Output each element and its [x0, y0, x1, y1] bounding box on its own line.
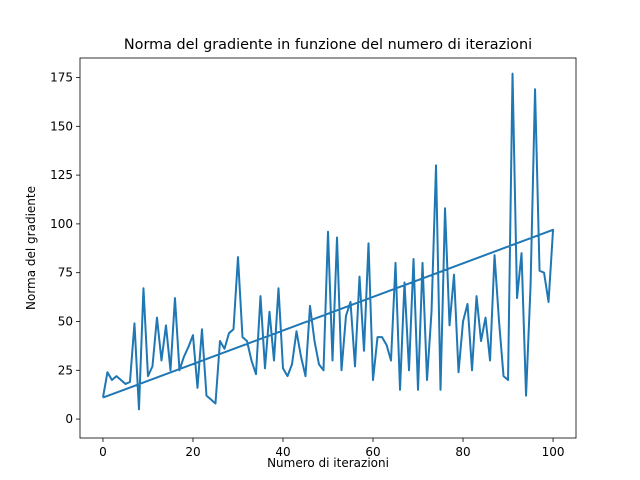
- x-tick-label: 100: [542, 445, 565, 459]
- y-axis-label: Norma del gradiente: [24, 186, 38, 310]
- chart-title: Norma del gradiente in funzione del nume…: [124, 37, 532, 53]
- y-tick-label: 50: [58, 314, 73, 328]
- x-tick-label: 60: [365, 445, 380, 459]
- y-tick-label: 25: [58, 363, 73, 377]
- x-tick-label: 80: [455, 445, 470, 459]
- y-tick-label: 150: [50, 119, 73, 133]
- y-tick-label: 0: [65, 412, 73, 426]
- y-tick-label: 125: [50, 168, 73, 182]
- data-line: [101, 72, 555, 411]
- y-tick-label: 75: [58, 266, 73, 280]
- plot-frame: [79, 57, 577, 439]
- x-tick-label: 40: [275, 445, 290, 459]
- x-axis-label: Numero di iterazioni: [267, 456, 389, 470]
- x-tick-label: 20: [185, 445, 200, 459]
- x-tick-label: 0: [99, 445, 107, 459]
- y-tick-label: 175: [50, 71, 73, 85]
- y-tick-label: 100: [50, 217, 73, 231]
